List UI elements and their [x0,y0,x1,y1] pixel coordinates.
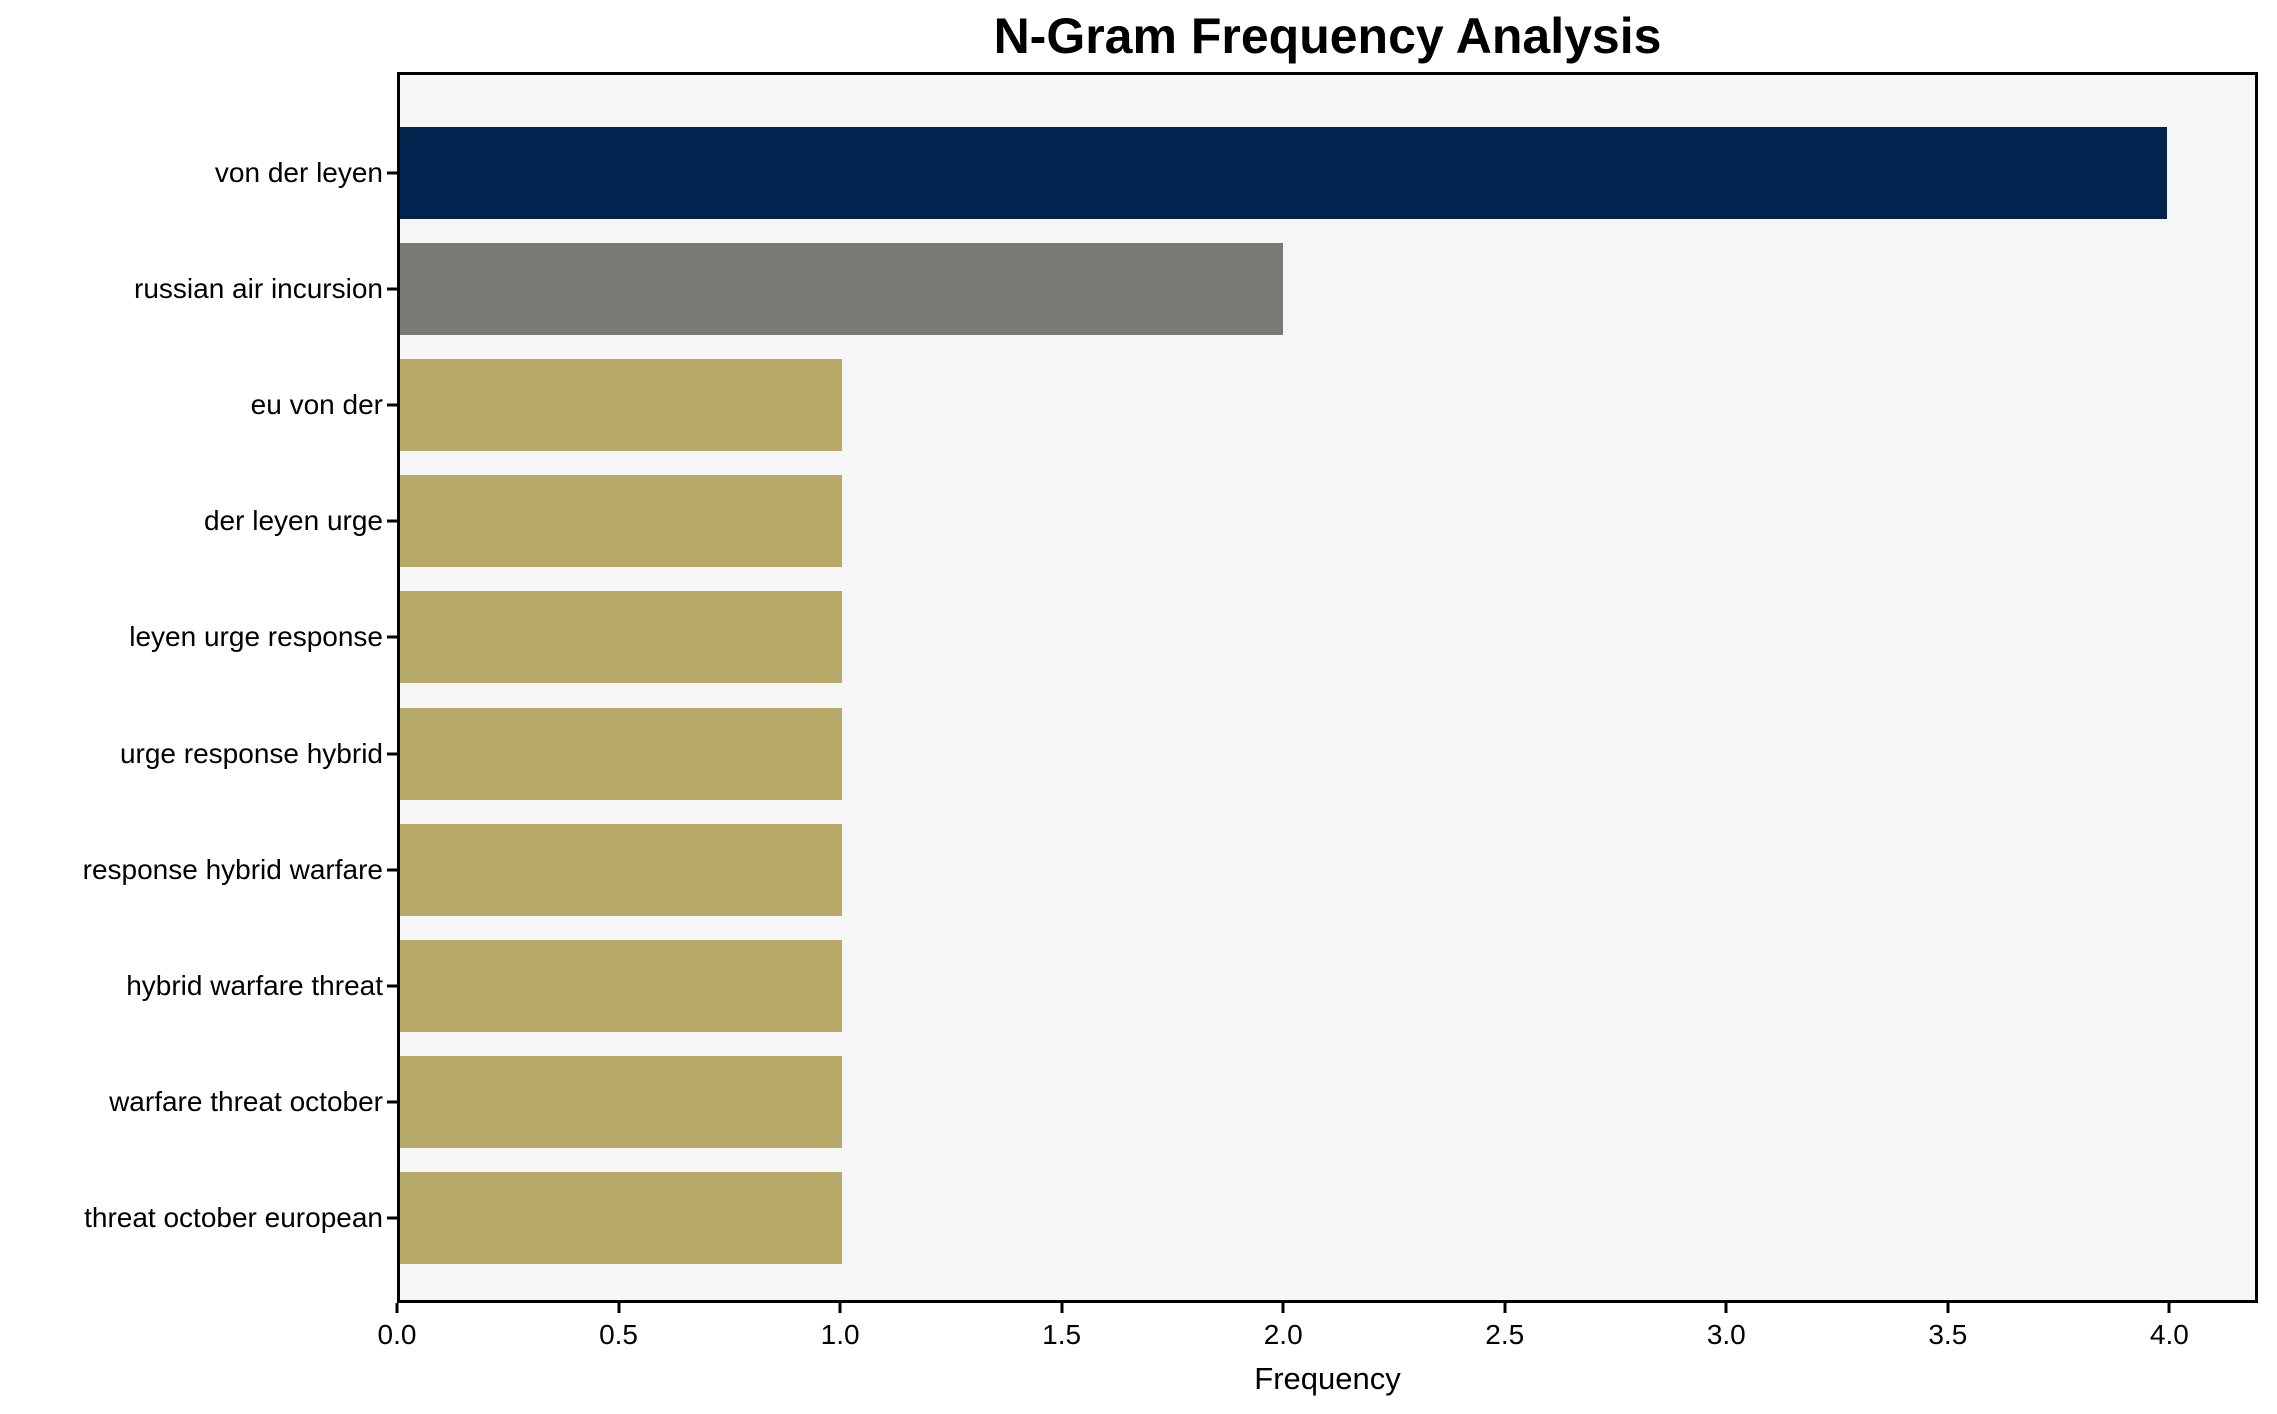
bar [400,591,842,684]
chart-title: N-Gram Frequency Analysis [993,8,1662,64]
y-tick-mark [387,171,397,175]
x-tick-label: 1.0 [820,1319,860,1350]
x-tick-mark [2167,1303,2171,1313]
bar [400,939,842,1032]
table-row: threat october european [84,1160,2255,1276]
x-tick-mark [1281,1303,1285,1313]
bar-rows: von der leyen russian air incursion eu von… [83,75,2255,1300]
x-tick-label: 4.0 [2149,1319,2189,1350]
y-tick-label: leyen urge response [129,621,383,653]
y-tick-mark [387,1100,397,1104]
x-tick-label: 0.0 [377,1319,417,1350]
y-tick-label: warfare threat october [109,1085,383,1117]
y-tick-label: russian air incursion [134,273,383,305]
y-tick-mark [387,519,397,523]
y-tick-mark [387,868,397,872]
x-tick-label: 2.5 [1485,1319,1525,1350]
table-row: hybrid warfare threat [126,928,2255,1044]
bar [400,1055,842,1148]
bar [400,243,1284,336]
y-tick-label: der leyen urge [203,505,383,537]
x-tick-label: 3.0 [1706,1319,1746,1350]
x-tick-mark [617,1303,621,1313]
y-tick-mark [387,984,397,988]
table-row: eu von der [251,347,2255,463]
y-tick-mark [387,752,397,756]
table-row: russian air incursion [134,231,2255,347]
y-tick-mark [387,287,397,291]
x-tick-mark [1060,1303,1064,1313]
bar [400,359,842,452]
plot: von der leyen russian air incursion eu von… [83,72,2258,1396]
y-tick-label: threat october european [84,1201,383,1233]
x-tick-label: 2.0 [1263,1319,1303,1350]
x-tick-mark [1724,1303,1728,1313]
x-tick-mark [1946,1303,1950,1313]
bar [400,707,842,800]
table-row: urge response hybrid [120,695,2255,811]
x-tick-mark [1503,1303,1507,1313]
x-axis-title: Frequency [1254,1361,1401,1396]
table-row: response hybrid warfare [83,812,2255,928]
y-tick-label: response hybrid warfare [82,853,383,885]
bar [400,127,2167,220]
y-tick-mark [387,403,397,407]
table-row: der leyen urge [204,463,2255,579]
y-tick-mark [387,635,397,639]
x-tick-mark [395,1303,399,1313]
bar [400,475,842,568]
bar [400,823,842,916]
y-tick-label: eu von der [250,389,383,421]
table-row: warfare threat october [109,1044,2255,1160]
table-row: leyen urge response [129,579,2255,695]
y-tick-label: urge response hybrid [119,737,383,769]
table-row: von der leyen [215,115,2255,231]
x-tick-label: 1.5 [1042,1319,1082,1350]
y-tick-mark [387,1216,397,1220]
x-tick-mark [838,1303,842,1313]
x-tick-label: 3.5 [1928,1319,1968,1350]
y-tick-label: von der leyen [214,157,383,189]
bar [400,1171,842,1264]
x-tick-label: 0.5 [599,1319,639,1350]
y-tick-label: hybrid warfare threat [126,969,383,1001]
